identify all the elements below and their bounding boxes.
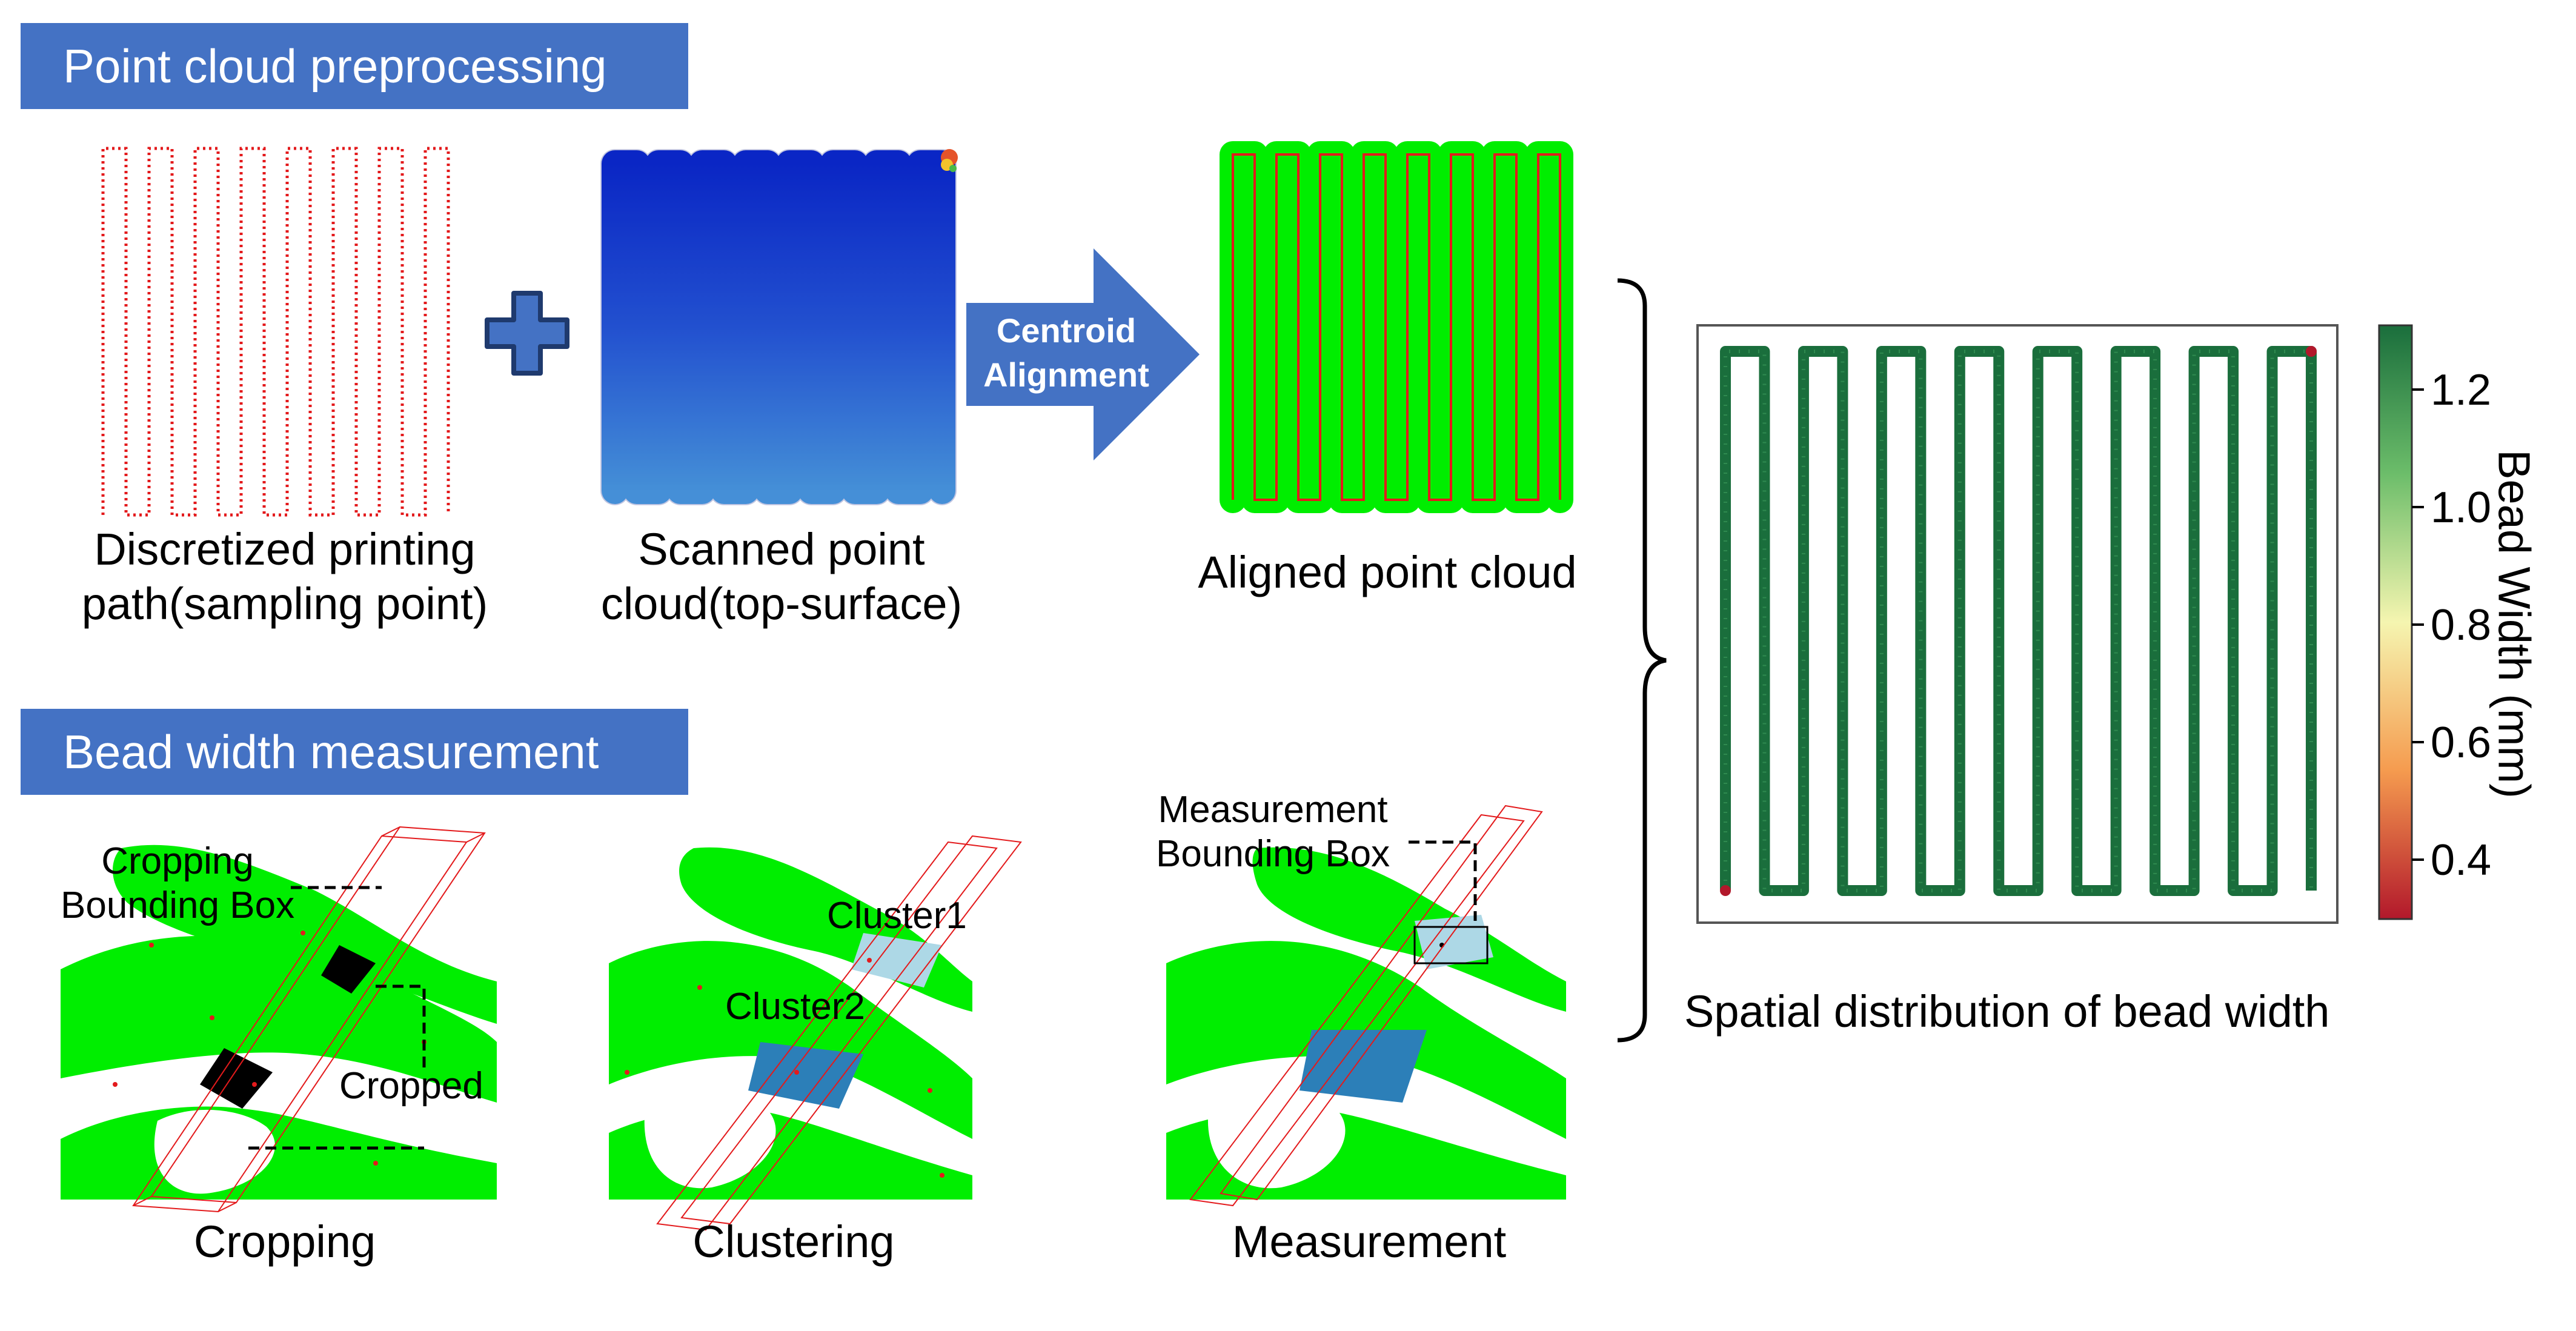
centroid-alignment-arrow: [966, 248, 1200, 460]
plus-icon: [485, 291, 569, 376]
arrow-label-line-1: Centroid: [996, 311, 1137, 350]
colorbar-ticks: [2412, 388, 2424, 861]
grouping-brace: [1617, 278, 1667, 1043]
path-caption-line-1: Discretized printing: [94, 524, 476, 574]
colorbar-tick-5: 0.4: [2431, 836, 2492, 885]
section-banner-preprocessing: Point cloud preprocessing: [21, 23, 688, 109]
section-banner-measurement: Bead width measurement: [21, 709, 688, 795]
colorbar-tick-1: 1.2: [2431, 366, 2492, 414]
path-caption: Discretized printing path(sampling point…: [36, 522, 533, 632]
scan-caption-line-1: Scanned point: [638, 524, 925, 574]
caption-clustering: Clustering: [692, 1216, 895, 1267]
cluster2-label: Cluster2: [725, 986, 865, 1027]
colorbar-tick-2: 1.0: [2431, 483, 2492, 532]
caption-measurement: Measurement: [1232, 1216, 1507, 1267]
cropped-label: Cropped: [339, 1065, 483, 1107]
cropping-box-label: Cropping Bounding Box: [61, 839, 294, 928]
scan-caption: Scanned point cloud(top-surface): [545, 522, 1018, 632]
clustering-panel: [609, 835, 1022, 1231]
scan-caption-line-2: cloud(top-surface): [600, 579, 963, 629]
measurement-panel: [1166, 805, 1566, 1207]
measurement-box-label-line-1: Measurement: [1158, 789, 1388, 831]
cluster1-label: Cluster1: [827, 895, 967, 937]
section-title-preprocessing: Point cloud preprocessing: [63, 39, 607, 93]
bead-width-map: [1696, 324, 2339, 924]
cropping-box-label-line-1: Cropping: [101, 840, 254, 882]
colorbar-tick-3: 0.8: [2431, 601, 2492, 649]
cropping-box-label-line-2: Bounding Box: [61, 885, 295, 927]
colorbar-label: Bead Width (mm): [2489, 450, 2540, 798]
discretized-path-figure: [101, 147, 450, 517]
cropping-panel: [61, 826, 497, 1213]
caption-cropping: Cropping: [193, 1216, 376, 1267]
scanned-point-cloud-figure: [600, 149, 958, 505]
aligned-caption: Aligned point cloud: [1198, 547, 1577, 597]
measurement-box-label-line-2: Bounding Box: [1156, 833, 1390, 875]
section-title-measurement: Bead width measurement: [63, 725, 599, 778]
bead-width-caption: Spatial distribution of bead width: [1684, 986, 2330, 1037]
colorbar-tick-4: 0.6: [2431, 719, 2492, 767]
arrow-label-line-2: Alignment: [983, 355, 1149, 394]
aligned-point-cloud-figure: [1220, 141, 1573, 513]
path-caption-line-2: path(sampling point): [81, 579, 488, 629]
arrow-label: Centroid Alignment: [966, 309, 1166, 397]
measurement-box-label: Measurement Bounding Box: [1156, 788, 1390, 876]
colorbar: [2378, 324, 2413, 920]
